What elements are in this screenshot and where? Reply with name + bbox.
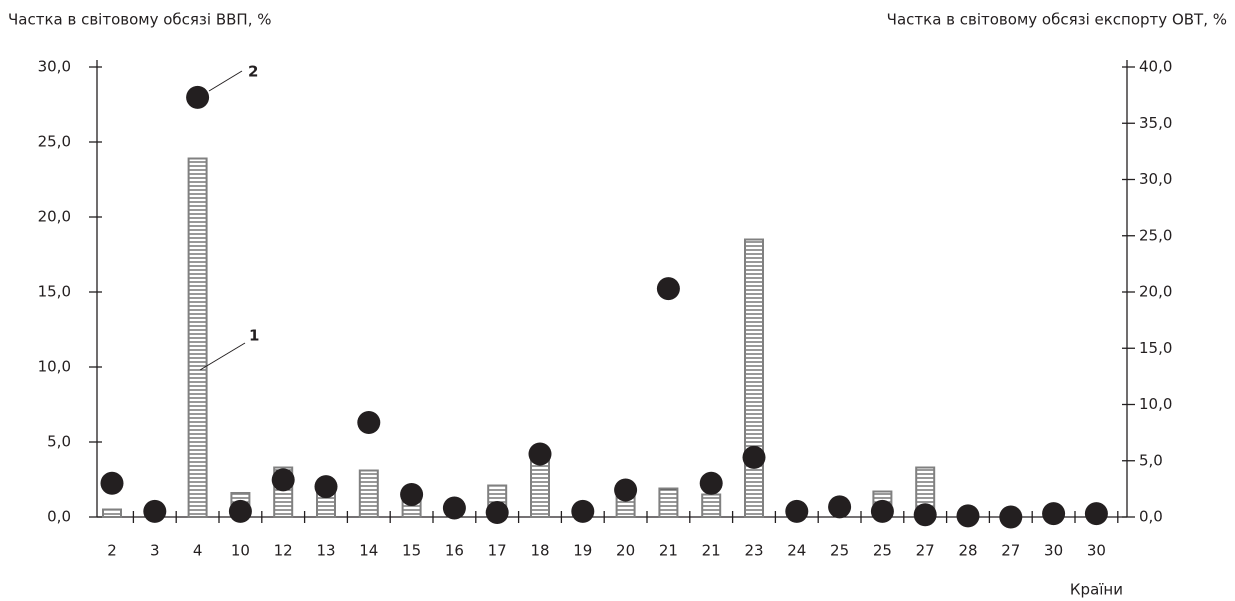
annotation: 1 xyxy=(249,327,259,345)
x-tick-label: 28 xyxy=(958,542,977,560)
y-tick-label: 20,0 xyxy=(38,208,71,226)
x-tick-label: 13 xyxy=(316,542,335,560)
y2-tick-label: 25,0 xyxy=(1139,226,1172,244)
dot xyxy=(357,411,381,434)
x-tick-label: 15 xyxy=(402,542,421,560)
x-tick-label: 27 xyxy=(916,542,935,560)
x-tick-label: 30 xyxy=(1087,542,1106,560)
dot xyxy=(485,501,509,524)
bar xyxy=(701,493,722,518)
x-tick-label: 16 xyxy=(445,542,464,560)
dot xyxy=(571,499,595,523)
x-tick-label: 17 xyxy=(488,542,507,560)
dot xyxy=(999,505,1023,529)
dot xyxy=(614,478,638,502)
y2-axis-label: Частка в світовому обсязі експорту ОВТ, … xyxy=(887,11,1227,29)
x-tick-label: 25 xyxy=(873,542,892,560)
bar xyxy=(102,508,122,518)
y-tick-label: 30,0 xyxy=(38,58,71,76)
dot xyxy=(742,445,766,469)
x-tick-label: 3 xyxy=(150,542,160,560)
annotation-leader xyxy=(199,342,246,371)
x-tick-label: 4 xyxy=(193,542,203,560)
dot xyxy=(1084,502,1108,526)
x-tick-label: 10 xyxy=(231,542,250,560)
bar xyxy=(358,469,379,518)
y2-tick-label: 30,0 xyxy=(1139,170,1172,188)
dot xyxy=(913,503,937,527)
y-tick-label: 0,0 xyxy=(47,508,71,526)
x-axis-label: Країни xyxy=(1070,581,1123,599)
dot xyxy=(828,495,852,519)
x-tick-label: 2 xyxy=(107,542,117,560)
y-tick-label: 15,0 xyxy=(38,283,71,301)
dot xyxy=(785,499,809,523)
dot xyxy=(956,504,980,528)
x-tick-label: 27 xyxy=(1001,542,1020,560)
annotation-leader xyxy=(208,70,243,92)
y-tick-label: 10,0 xyxy=(38,358,71,376)
dot xyxy=(228,499,252,523)
x-tick-label: 12 xyxy=(274,542,293,560)
y2-tick-label: 10,0 xyxy=(1139,395,1172,413)
x-tick-label: 20 xyxy=(616,542,635,560)
x-tick-label: 25 xyxy=(830,542,849,560)
x-tick-label: 14 xyxy=(359,542,378,560)
y-tick-label: 5,0 xyxy=(47,433,71,451)
x-tick-label: 21 xyxy=(702,542,721,560)
dot xyxy=(400,483,424,506)
dot xyxy=(442,496,466,520)
dot xyxy=(314,475,338,499)
dot xyxy=(100,471,124,495)
y2-tick-label: 35,0 xyxy=(1139,114,1172,132)
dot xyxy=(528,442,552,466)
bar xyxy=(744,238,764,518)
bar xyxy=(187,157,208,518)
y-axis-label: Частка в світовому обсязі ВВП, % xyxy=(8,11,272,29)
y2-tick-label: 0,0 xyxy=(1139,508,1163,526)
x-tick-label: 21 xyxy=(659,542,678,560)
y2-tick-label: 5,0 xyxy=(1139,451,1163,469)
bar xyxy=(658,487,679,518)
bar xyxy=(530,456,550,518)
dot xyxy=(656,277,680,301)
y-tick-label: 25,0 xyxy=(38,133,71,151)
x-tick-label: 23 xyxy=(744,542,763,560)
x-tick-label: 19 xyxy=(573,542,592,560)
dot xyxy=(699,471,723,495)
y2-tick-label: 40,0 xyxy=(1139,58,1172,76)
x-tick-label: 24 xyxy=(787,542,806,560)
annotation: 2 xyxy=(248,63,258,81)
y2-tick-label: 20,0 xyxy=(1139,283,1172,301)
dot xyxy=(271,468,295,492)
dot xyxy=(1042,502,1066,526)
x-tick-label: 18 xyxy=(530,542,549,560)
dot xyxy=(143,499,167,523)
x-tick-label: 30 xyxy=(1044,542,1063,560)
y2-tick-label: 15,0 xyxy=(1139,339,1172,357)
dot xyxy=(186,85,210,109)
dot xyxy=(870,499,894,523)
